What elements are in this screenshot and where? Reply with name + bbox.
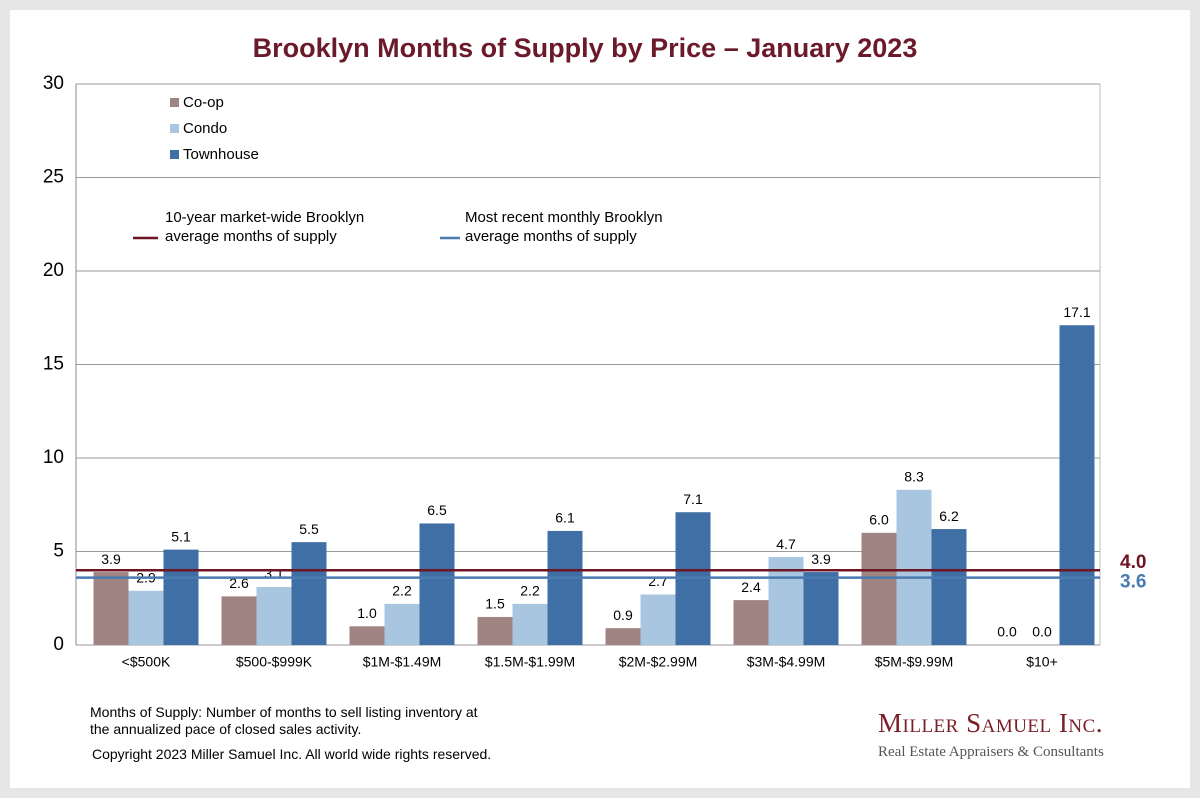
x-tick-label: $1M-$1.49M xyxy=(363,654,442,670)
y-tick-label: 0 xyxy=(53,634,64,655)
y-tick-label: 5 xyxy=(53,541,64,562)
value-label: 7.1 xyxy=(683,491,703,507)
value-label: 2.2 xyxy=(520,583,540,599)
value-label: 1.5 xyxy=(485,596,505,612)
logo-tagline: Real Estate Appraisers & Consultants xyxy=(878,744,1104,760)
bar xyxy=(477,616,513,645)
x-tick-label: <$500K xyxy=(122,654,171,670)
bar xyxy=(733,600,769,645)
value-label: 2.4 xyxy=(741,579,761,595)
bar xyxy=(419,523,455,645)
value-label: 3.9 xyxy=(101,551,121,567)
value-label: 6.2 xyxy=(939,508,959,524)
logo-name: Miller Samuel Inc. xyxy=(878,708,1104,738)
bar xyxy=(1059,325,1095,645)
bar xyxy=(163,549,199,645)
footnote-line: Months of Supply: Number of months to se… xyxy=(90,704,478,720)
value-label: 0.0 xyxy=(997,624,1017,640)
footnote: Months of Supply: Number of months to se… xyxy=(90,704,478,738)
value-label: 6.5 xyxy=(427,502,447,518)
x-tick-label: $500-$999K xyxy=(236,654,313,670)
bar xyxy=(896,489,932,645)
y-tick-label: 10 xyxy=(43,447,64,468)
legend-swatch xyxy=(170,98,179,107)
ref-legend-label: 10-year market-wide Brooklyn average mon… xyxy=(165,209,365,245)
y-tick-label: 15 xyxy=(43,354,64,375)
value-label: 17.1 xyxy=(1063,304,1090,320)
chart-title: Brooklyn Months of Supply by Price – Jan… xyxy=(253,33,918,63)
value-label: 8.3 xyxy=(904,468,924,484)
bar xyxy=(803,572,839,645)
y-tick-label: 20 xyxy=(43,260,64,281)
bar xyxy=(861,532,897,645)
bar xyxy=(349,626,385,645)
x-tick-label: $1.5M-$1.99M xyxy=(485,654,575,670)
bar xyxy=(384,603,420,645)
card xyxy=(10,10,1190,788)
bar xyxy=(547,530,583,645)
bar xyxy=(605,628,641,645)
bar xyxy=(768,557,804,645)
reference-label: 4.0 xyxy=(1120,552,1146,573)
value-label: 3.1 xyxy=(264,566,284,582)
bar xyxy=(221,596,257,645)
footnote-line: the annualized pace of closed sales acti… xyxy=(90,721,362,737)
reference-label: 3.6 xyxy=(1120,572,1146,593)
value-label: 4.7 xyxy=(776,536,796,552)
value-label: 6.1 xyxy=(555,510,575,526)
value-label: 6.0 xyxy=(869,512,889,528)
legend-label: Townhouse xyxy=(183,146,259,163)
value-label: 2.7 xyxy=(648,573,668,589)
legend-label: Co-op xyxy=(183,94,224,111)
legend-swatch xyxy=(170,150,179,159)
value-label: 2.6 xyxy=(229,575,249,591)
y-tick-label: 30 xyxy=(43,73,64,94)
bar xyxy=(93,572,129,645)
bar xyxy=(931,529,967,645)
x-tick-label: $10+ xyxy=(1026,654,1058,670)
copyright: Copyright 2023 Miller Samuel Inc. All wo… xyxy=(92,746,492,762)
x-tick-label: $2M-$2.99M xyxy=(619,654,698,670)
legend-label: Condo xyxy=(183,120,227,137)
y-tick-label: 25 xyxy=(43,167,64,188)
ref-legend-label: Most recent monthly Brooklyn average mon… xyxy=(465,209,663,245)
value-label: 0.0 xyxy=(1032,624,1052,640)
value-label: 1.0 xyxy=(357,605,377,621)
bar xyxy=(640,594,676,645)
value-label: 0.9 xyxy=(613,607,633,623)
bar xyxy=(128,590,164,645)
bar xyxy=(291,542,327,645)
x-tick-label: $5M-$9.99M xyxy=(875,654,954,670)
x-tick-label: $3M-$4.99M xyxy=(747,654,826,670)
value-label: 3.9 xyxy=(811,551,831,567)
value-label: 2.2 xyxy=(392,583,412,599)
bar xyxy=(512,603,548,645)
legend-swatch xyxy=(170,124,179,133)
value-label: 5.5 xyxy=(299,521,319,537)
value-label: 5.1 xyxy=(171,528,191,544)
bar xyxy=(256,587,292,645)
